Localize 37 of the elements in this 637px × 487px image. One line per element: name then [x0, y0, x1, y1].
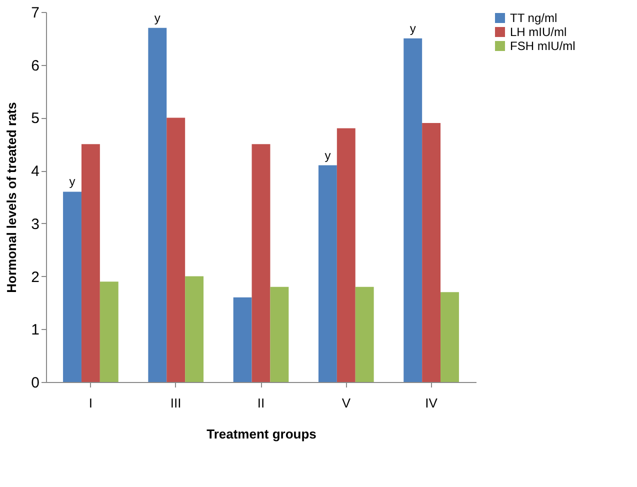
y-tick-label: 5 — [31, 110, 40, 128]
bar — [422, 123, 441, 382]
y-axis-title: Hormonal levels of treated rats — [4, 102, 20, 293]
x-tick-label: V — [342, 396, 351, 410]
bar — [252, 144, 270, 382]
x-axis-title: Treatment groups — [206, 426, 316, 442]
y-tick-label: 1 — [31, 322, 40, 339]
x-tick-label: I — [88, 396, 93, 410]
legend-label: FSH mIU/ml — [510, 39, 576, 53]
bar — [355, 286, 374, 382]
bar — [440, 292, 459, 382]
x-tick-label: IV — [425, 396, 438, 410]
y-tick-label: 3 — [31, 216, 40, 233]
legend-label: TT ng/ml — [510, 11, 558, 25]
legend-label: LH mIU/ml — [510, 25, 567, 39]
bar — [81, 144, 100, 382]
bar — [336, 128, 356, 382]
data-label: y — [410, 21, 416, 36]
data-label: y — [154, 10, 160, 25]
bar — [233, 297, 252, 382]
y-tick-label: 0 — [31, 374, 40, 392]
data-label: y — [324, 148, 331, 162]
bar — [270, 286, 289, 382]
x-tick-label: II — [257, 396, 265, 410]
y-tick-label: 4 — [31, 163, 40, 180]
y-tick-label: 2 — [31, 268, 40, 286]
bar — [63, 192, 82, 382]
bar — [148, 28, 167, 382]
y-tick-label: 6 — [31, 57, 40, 74]
bar — [318, 165, 337, 382]
x-tick-label: III — [170, 396, 182, 410]
y-tick-label: 7 — [31, 4, 40, 22]
bar — [404, 38, 422, 382]
bar — [185, 276, 204, 382]
bar — [166, 118, 186, 382]
data-label: y — [69, 174, 76, 189]
bar — [100, 282, 118, 382]
